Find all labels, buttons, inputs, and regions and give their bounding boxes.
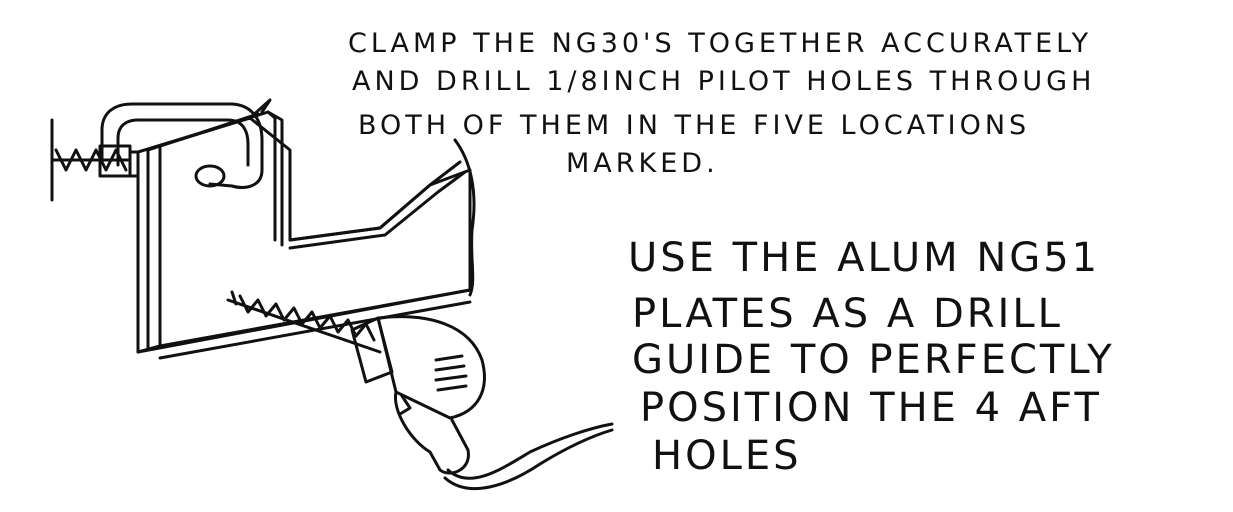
side-note-line-4: POSITION THE 4 AFT xyxy=(640,385,1102,431)
top-note-line-2: AND DRILL 1/8INCH PILOT HOLES THROUGH xyxy=(352,66,1096,97)
side-instruction-note: USE THE ALUM NG51 PLATES AS A DRILL GUID… xyxy=(0,0,1112,476)
side-note-line-3: GUIDE TO PERFECTLY xyxy=(632,337,1115,383)
drill-illustration xyxy=(226,290,614,491)
side-note-line-1: USE THE ALUM NG51 xyxy=(628,235,1101,281)
side-note-line-2: PLATES AS A DRILL xyxy=(632,291,1063,337)
c-clamp-illustration xyxy=(50,102,264,202)
top-instruction-note: CLAMP THE NG30'S TOGETHER ACCURATELY AND… xyxy=(0,0,1091,177)
top-note-line-1: CLAMP THE NG30'S TOGETHER ACCURATELY xyxy=(348,28,1093,59)
top-note-line-3: BOTH OF THEM IN THE FIVE LOCATIONS xyxy=(358,110,1031,141)
side-note-line-5: HOLES xyxy=(652,433,802,479)
top-note-line-4: MARKED. xyxy=(566,148,719,179)
